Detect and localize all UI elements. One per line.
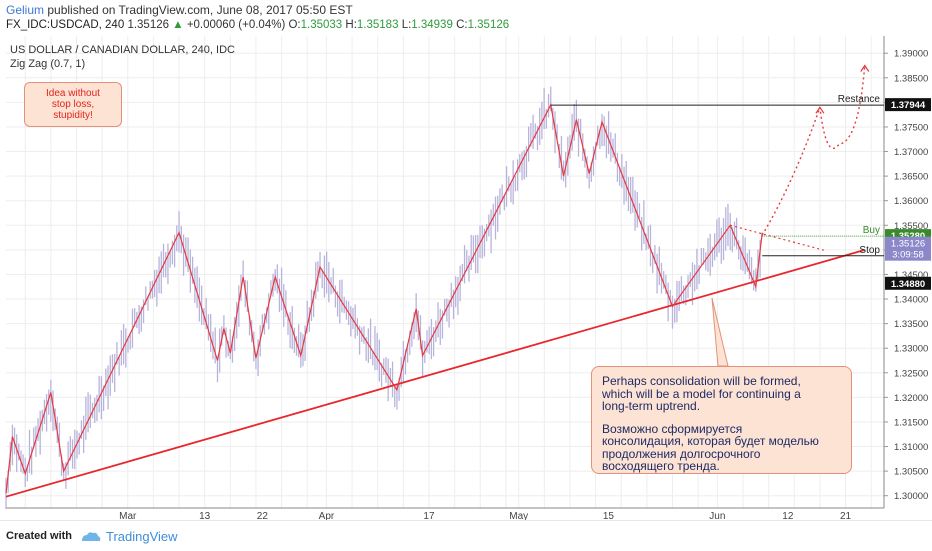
y-tick-label: 1.33000 [894, 344, 928, 355]
y-tick-label: 1.35500 [894, 221, 928, 232]
published-text: published on TradingView.com, June 08, 2… [47, 3, 353, 17]
created-with-label: Created with [6, 530, 73, 542]
resistance-label: Restance [838, 94, 881, 105]
uptrend-line [5, 249, 866, 498]
indicator-label[interactable]: Zig Zag (0.7, 1) [10, 58, 86, 70]
y-tick-label: 1.31500 [894, 417, 928, 428]
zigzag-line [5, 102, 763, 494]
symbol-label: FX_IDC:USDCAD, 240 [6, 19, 125, 31]
y-tick-label: 1.36000 [894, 196, 928, 207]
x-tick-label: 15 [603, 511, 615, 520]
footer-bar: Created with TradingView [0, 520, 932, 551]
y-tick-label: 1.36500 [894, 172, 928, 183]
resistance-price-tag [885, 98, 931, 112]
x-tick-label: Apr [319, 511, 335, 520]
publish-header: Gelium published on TradingView.com, Jun… [6, 3, 353, 17]
current-price-tag [885, 236, 931, 261]
projection-down-line [730, 224, 827, 252]
y-tick-label: 1.37000 [894, 147, 928, 158]
y-tick-label: 1.37500 [894, 122, 928, 133]
y-tick-label: 1.33500 [894, 319, 928, 330]
price-chart[interactable]: 1.30000 1.30500 1.31000 1.31500 1.32000 1.325… [0, 0, 932, 520]
note-english: Perhaps consolidation will be formed, wh… [602, 374, 801, 413]
x-tick-label: 17 [423, 511, 435, 520]
x-tick-label: 12 [782, 511, 794, 520]
up-arrow-icon: ▲ [172, 19, 184, 31]
y-tick-label: 1.34500 [894, 270, 928, 281]
y-tick-label: 1.38500 [894, 73, 928, 84]
arrowhead-icon [860, 64, 870, 72]
x-tick-label: 21 [840, 511, 852, 520]
stop-label: Stop [859, 245, 880, 256]
y-tick-label: 1.32500 [894, 368, 928, 379]
y-tick-label: 1.34000 [894, 295, 928, 306]
open-value: 1.35033 [300, 19, 343, 31]
note-no-stop-loss: Idea without stop loss, stupidity! [24, 82, 122, 127]
tradingview-logo[interactable]: TradingView [80, 529, 178, 544]
chart-title: US DOLLAR / CANADIAN DOLLAR, 240, IDC [10, 44, 235, 56]
last-price: 1.35126 [127, 19, 170, 31]
tradingview-cloud-icon [82, 532, 101, 541]
projection-path [761, 65, 866, 236]
bar-countdown: 3:09:58 [892, 250, 924, 261]
arrowhead-icon [815, 106, 825, 114]
buy-label: Buy [863, 225, 880, 236]
note-pointer [711, 297, 729, 367]
quote-line: FX_IDC:USDCAD, 240 1.35126 ▲ +0.00060 (+… [6, 19, 510, 31]
y-tick-label: 1.31000 [894, 442, 928, 453]
high-value: 1.35183 [356, 19, 399, 31]
buy-price: 1.35280 [891, 231, 925, 242]
resistance-price: 1.37944 [891, 100, 926, 111]
y-tick-label: 1.32000 [894, 393, 928, 404]
low-value: 1.34939 [411, 19, 453, 31]
y-tick-label: 1.30000 [894, 491, 928, 502]
price-change: +0.00060 (+0.04%) [186, 19, 286, 31]
x-tick-label: 22 [257, 511, 269, 520]
close-value: 1.35126 [467, 19, 510, 31]
note-russian: Возможно сформируется консолидация, кото… [602, 421, 819, 473]
stop-price-tag [885, 276, 931, 290]
x-tick-label: Mar [119, 511, 137, 520]
x-tick-label: 13 [199, 511, 211, 520]
author-name[interactable]: Gelium [6, 3, 45, 17]
y-tick-label: 1.39000 [894, 49, 928, 60]
x-tick-label: Jun [709, 511, 725, 520]
stop-price: 1.34880 [891, 279, 925, 290]
x-tick-label: May [509, 511, 528, 520]
current-price: 1.35126 [891, 239, 925, 250]
y-tick-label: 1.30500 [894, 467, 928, 478]
note-consolidation: Perhaps consolidation will be formed, wh… [591, 366, 852, 474]
